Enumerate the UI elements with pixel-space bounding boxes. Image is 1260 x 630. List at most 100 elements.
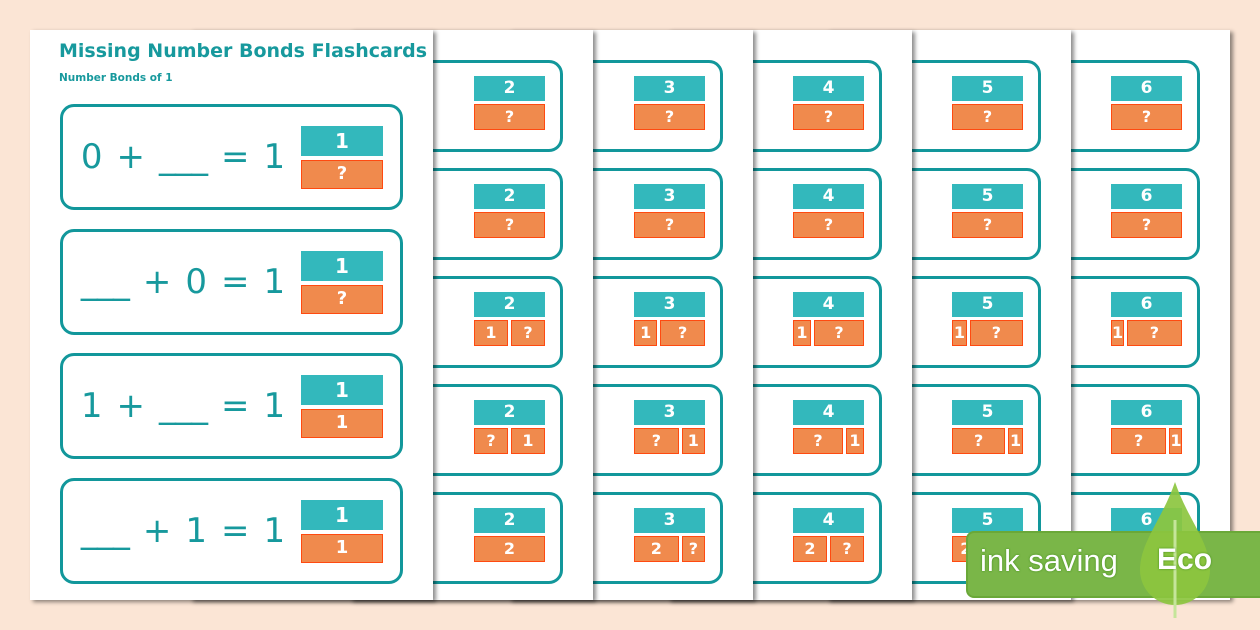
equation-term: 1 bbox=[263, 137, 286, 177]
flashcard: ___ +1 = 1 1 1 bbox=[60, 477, 403, 584]
part-cell: 1 bbox=[634, 320, 658, 346]
part-cell: 1 bbox=[301, 533, 383, 563]
equation-term: 0 bbox=[185, 261, 207, 302]
number-bond-box: 4 1? bbox=[793, 292, 864, 346]
number-bond-box: 6? 1 bbox=[1111, 400, 1182, 454]
page-subtitle: Number Bonds of 1 bbox=[59, 72, 173, 84]
equation-term: = bbox=[221, 137, 250, 177]
eco-badge-text: ink saving bbox=[980, 543, 1118, 578]
part-cell: 1 bbox=[1111, 320, 1124, 346]
part-cell: 1 bbox=[793, 320, 811, 346]
part-cell: 1 bbox=[511, 428, 545, 454]
parts-bar: 2 bbox=[474, 536, 545, 562]
equation: ___ +0 = 1 bbox=[63, 232, 303, 332]
parts-bar: ? 1 bbox=[1111, 428, 1182, 454]
part-cell: 1 bbox=[952, 320, 967, 346]
whole-number-bar: 4 bbox=[793, 184, 864, 209]
flashcard: 1 + ___ = 1 1 1 bbox=[60, 353, 403, 459]
parts-bar: ? 1 bbox=[793, 428, 864, 454]
whole-number-bar: 5 bbox=[952, 400, 1023, 425]
number-bond-box: 5? bbox=[952, 184, 1023, 238]
number-bond-box: 5? 1 bbox=[952, 400, 1023, 454]
eco-label: Eco bbox=[1157, 543, 1213, 576]
part-cell: ? bbox=[634, 428, 679, 454]
parts-bar: 1 bbox=[301, 409, 383, 438]
whole-number-bar: 5 bbox=[952, 508, 1023, 533]
whole-number-bar: 5 bbox=[952, 292, 1023, 317]
whole-number-bar: 6 bbox=[1111, 184, 1182, 209]
equation-term: 1 bbox=[263, 510, 286, 551]
page-title: Missing Number Bonds Flashcards bbox=[59, 40, 428, 62]
whole-number-bar: 6 bbox=[1111, 76, 1182, 101]
parts-bar: ? bbox=[634, 104, 705, 130]
parts-bar: ? bbox=[474, 212, 545, 238]
whole-number-bar: 3 bbox=[634, 184, 705, 209]
parts-bar: 1? bbox=[1111, 320, 1182, 346]
part-cell: 2 bbox=[634, 536, 679, 562]
equation-term: + bbox=[142, 261, 172, 302]
part-cell: 1 bbox=[846, 428, 864, 454]
answer-blank: ___ bbox=[80, 261, 130, 302]
equation-term: + bbox=[116, 137, 146, 177]
number-bond-box: 2 1? bbox=[474, 292, 545, 346]
part-cell: ? bbox=[1126, 320, 1182, 346]
number-bond-box: 3 2? bbox=[634, 508, 705, 562]
part-cell: ? bbox=[793, 104, 864, 130]
number-bond-box: 2? bbox=[474, 184, 545, 238]
parts-bar: 1? bbox=[952, 320, 1023, 346]
number-bond-box: 4? bbox=[793, 76, 864, 130]
part-cell: 1 bbox=[1008, 428, 1023, 454]
number-bond-box: 3? 1 bbox=[634, 400, 705, 454]
part-cell: ? bbox=[830, 536, 864, 562]
whole-number-bar: 6 bbox=[1111, 292, 1182, 317]
whole-number-bar: 1 bbox=[301, 499, 383, 530]
whole-number-bar: 1 bbox=[301, 250, 383, 281]
parts-bar: ? bbox=[634, 212, 705, 238]
part-cell: ? bbox=[301, 284, 383, 314]
whole-number-bar: 2 bbox=[474, 184, 545, 209]
part-cell: ? bbox=[793, 428, 843, 454]
number-bond-box: 5? bbox=[952, 76, 1023, 130]
equation-term: 1 bbox=[263, 261, 286, 302]
number-bond-box: 6 1? bbox=[1111, 292, 1182, 346]
equation-term: + bbox=[142, 510, 172, 551]
part-cell: 2 bbox=[793, 536, 827, 562]
equation: ___ +1 = 1 bbox=[63, 481, 303, 581]
parts-bar: 1? bbox=[793, 320, 864, 346]
parts-bar: 1? bbox=[474, 320, 545, 346]
number-bond-box: 1? bbox=[301, 250, 383, 314]
parts-bar: 2? bbox=[634, 536, 705, 562]
part-cell: 2 bbox=[474, 536, 545, 562]
leaf-icon bbox=[1140, 482, 1210, 618]
equation: 1 + ___ = 1 bbox=[63, 356, 303, 456]
whole-number-bar: 2 bbox=[474, 76, 545, 101]
front-worksheet-page: Missing Number Bonds Flashcards Number Bo… bbox=[30, 30, 433, 600]
parts-bar: ? bbox=[952, 104, 1023, 130]
whole-number-bar: 2 bbox=[474, 292, 545, 317]
whole-number-bar: 2 bbox=[474, 508, 545, 533]
equation: 0 + ___ = 1 bbox=[63, 107, 303, 207]
part-cell: ? bbox=[681, 536, 705, 562]
part-cell: ? bbox=[474, 428, 508, 454]
parts-bar: ? bbox=[474, 104, 545, 130]
parts-bar: ? bbox=[793, 104, 864, 130]
part-cell: ? bbox=[474, 104, 545, 130]
number-bond-box: 3? bbox=[634, 76, 705, 130]
flashcard: 0 + ___ = 1 1? bbox=[60, 104, 403, 210]
number-bond-box: 4 2? bbox=[793, 508, 864, 562]
equation-term: 1 bbox=[185, 510, 207, 551]
equation-term: 0 bbox=[80, 137, 103, 177]
part-cell: 1 bbox=[681, 428, 705, 454]
equation-term: = bbox=[221, 386, 250, 426]
part-cell: ? bbox=[511, 320, 545, 346]
whole-number-bar: 3 bbox=[634, 76, 705, 101]
number-bond-box: 3 1? bbox=[634, 292, 705, 346]
parts-bar: ? 1 bbox=[474, 428, 545, 454]
parts-bar: ? bbox=[301, 160, 383, 189]
number-bond-box: 4? 1 bbox=[793, 400, 864, 454]
parts-bar: ? bbox=[793, 212, 864, 238]
number-bond-box: 5 1? bbox=[952, 292, 1023, 346]
